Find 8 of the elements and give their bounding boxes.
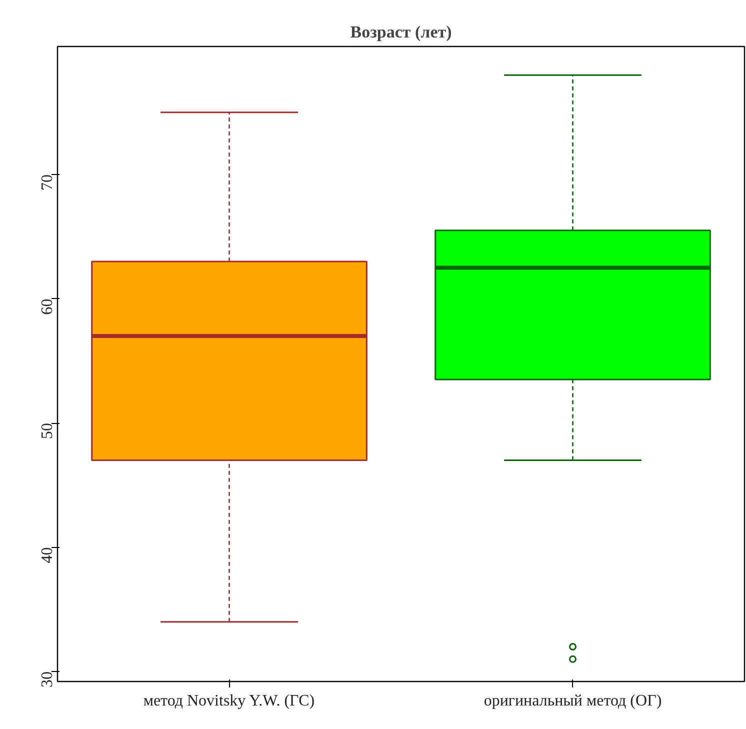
y-tick-label: 60: [39, 298, 56, 315]
y-tick-label: 50: [39, 423, 56, 440]
y-tick-label: 30: [39, 672, 56, 688]
x-tick-label: метод Novitsky Y.W. (ГС): [143, 692, 315, 710]
chart-title: Возраст (лет): [350, 22, 452, 42]
y-tick-label: 70: [39, 174, 56, 190]
y-tick-label: 40: [39, 547, 56, 564]
x-tick-label: оригинальный метод (ОГ): [484, 692, 662, 710]
